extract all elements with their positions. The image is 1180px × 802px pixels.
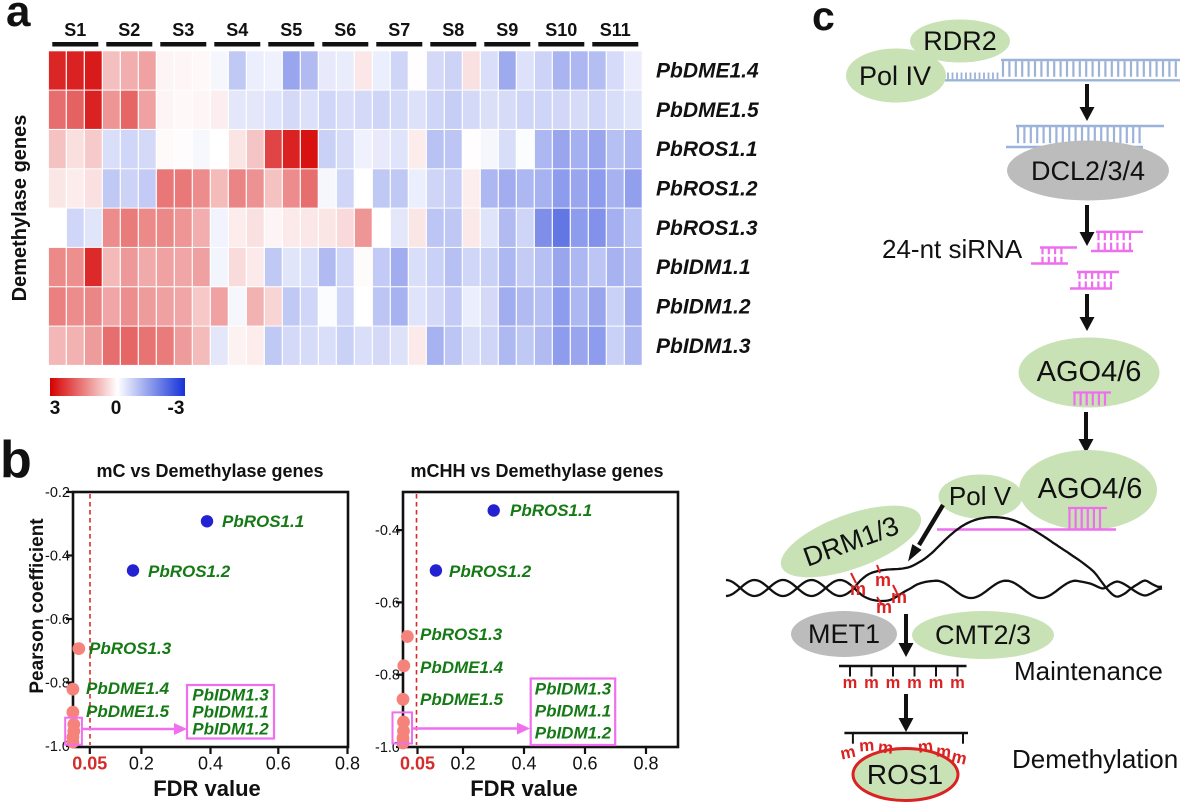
svg-text:0.8: 0.8 (335, 754, 360, 774)
svg-text:-0.4: -0.4 (45, 549, 70, 565)
svg-text:PbROS1.1: PbROS1.1 (510, 501, 592, 520)
svg-text:-0.8: -0.8 (375, 668, 400, 684)
svg-text:PbDME1.5: PbDME1.5 (656, 99, 759, 122)
svg-text:PbROS1.2: PbROS1.2 (449, 562, 532, 581)
svg-text:0: 0 (111, 398, 122, 419)
svg-text:0.4: 0.4 (198, 754, 223, 774)
svg-text:-3: -3 (168, 398, 185, 419)
svg-text:Pol V: Pol V (949, 481, 1012, 511)
svg-text:S1: S1 (64, 20, 86, 40)
svg-text:m: m (907, 674, 922, 692)
svg-text:-0.6: -0.6 (375, 595, 400, 611)
svg-text:S6: S6 (334, 20, 356, 40)
svg-text:PbDME1.4: PbDME1.4 (420, 658, 504, 677)
svg-text:PbROS1.3: PbROS1.3 (420, 625, 503, 644)
svg-text:S9: S9 (496, 20, 518, 40)
svg-text:PbDME1.4: PbDME1.4 (86, 679, 170, 698)
svg-text:PbIDM1.3: PbIDM1.3 (192, 686, 269, 705)
svg-text:PbIDM1.2: PbIDM1.2 (192, 720, 269, 739)
svg-text:-0.4: -0.4 (375, 523, 400, 539)
svg-text:-1.0: -1.0 (45, 739, 70, 755)
svg-text:m: m (929, 674, 944, 692)
svg-text:m: m (935, 741, 952, 761)
svg-text:c: c (812, 0, 835, 39)
svg-text:PbROS1.3: PbROS1.3 (89, 639, 172, 658)
svg-text:m: m (843, 674, 858, 692)
svg-text:S4: S4 (226, 20, 248, 40)
svg-text:Pol IV: Pol IV (859, 61, 931, 91)
svg-text:Demethylase genes: Demethylase genes (9, 115, 31, 302)
svg-text:PbIDM1.3: PbIDM1.3 (656, 335, 751, 358)
svg-text:DCL2/3/4: DCL2/3/4 (1031, 156, 1145, 186)
svg-text:mCHH vs Demethylase genes: mCHH vs Demethylase genes (410, 461, 663, 481)
svg-text:S7: S7 (388, 20, 410, 40)
svg-text:PbIDM1.1: PbIDM1.1 (192, 703, 269, 722)
svg-text:0.2: 0.2 (129, 754, 154, 774)
svg-text:Maintenance: Maintenance (1014, 656, 1163, 686)
svg-text:PbDME1.4: PbDME1.4 (656, 60, 759, 83)
svg-text:3: 3 (50, 398, 61, 419)
svg-text:S8: S8 (442, 20, 464, 40)
svg-text:m: m (950, 674, 965, 692)
svg-text:mC vs Demethylase genes: mC vs Demethylase genes (96, 461, 323, 481)
svg-text:Pearson coefficient: Pearson coefficient (27, 518, 48, 694)
svg-text:PbIDM1.2: PbIDM1.2 (535, 724, 612, 743)
svg-text:Demethylation: Demethylation (1012, 744, 1178, 774)
svg-text:-0.8: -0.8 (45, 676, 70, 692)
svg-text:PbROS1.2: PbROS1.2 (656, 178, 758, 201)
svg-text:PbROS1.1: PbROS1.1 (222, 512, 304, 531)
svg-text:CMT2/3: CMT2/3 (935, 620, 1031, 650)
svg-text:S2: S2 (118, 20, 140, 40)
svg-text:PbROS1.2: PbROS1.2 (148, 562, 231, 581)
svg-text:FDR value: FDR value (470, 776, 578, 801)
svg-text:0.4: 0.4 (511, 754, 536, 774)
svg-text:FDR value: FDR value (153, 776, 261, 801)
svg-text:MET1: MET1 (808, 619, 880, 649)
svg-text:ROS1: ROS1 (867, 759, 943, 790)
svg-text:0.05: 0.05 (72, 754, 107, 774)
svg-text:S11: S11 (600, 20, 631, 40)
svg-text:S3: S3 (172, 20, 194, 40)
svg-text:m: m (875, 570, 891, 590)
svg-text:-0.2: -0.2 (45, 485, 70, 501)
svg-text:S10: S10 (545, 20, 577, 40)
svg-text:m: m (917, 736, 934, 756)
svg-text:b: b (0, 431, 32, 489)
svg-text:PbIDM1.2: PbIDM1.2 (656, 295, 751, 318)
svg-text:m: m (877, 737, 894, 757)
svg-text:0.6: 0.6 (572, 754, 597, 774)
svg-text:AGO4/6: AGO4/6 (1037, 356, 1142, 388)
svg-text:m: m (950, 747, 969, 769)
svg-text:m: m (886, 674, 901, 692)
svg-text:m: m (838, 742, 857, 764)
svg-text:PbROS1.1: PbROS1.1 (656, 138, 758, 161)
svg-text:0.2: 0.2 (450, 754, 475, 774)
svg-text:m: m (891, 587, 907, 607)
svg-text:m: m (850, 579, 866, 599)
svg-text:PbIDM1.3: PbIDM1.3 (535, 680, 612, 699)
svg-text:S5: S5 (280, 20, 302, 40)
svg-text:0.6: 0.6 (266, 754, 291, 774)
svg-text:a: a (6, 0, 31, 36)
svg-text:PbDME1.5: PbDME1.5 (86, 702, 170, 721)
svg-text:PbROS1.3: PbROS1.3 (656, 217, 758, 240)
svg-text:-0.6: -0.6 (45, 612, 70, 628)
svg-text:0.8: 0.8 (633, 754, 658, 774)
svg-text:AGO4/6: AGO4/6 (1038, 473, 1143, 505)
svg-text:m: m (858, 736, 874, 756)
svg-text:m: m (864, 674, 879, 692)
svg-text:24-nt siRNA: 24-nt siRNA (882, 234, 1023, 264)
svg-text:PbDME1.5: PbDME1.5 (420, 690, 504, 709)
svg-text:0.05: 0.05 (400, 754, 435, 774)
svg-text:PbIDM1.1: PbIDM1.1 (656, 256, 751, 279)
svg-text:PbIDM1.1: PbIDM1.1 (535, 702, 612, 721)
svg-text:RDR2: RDR2 (923, 26, 997, 56)
